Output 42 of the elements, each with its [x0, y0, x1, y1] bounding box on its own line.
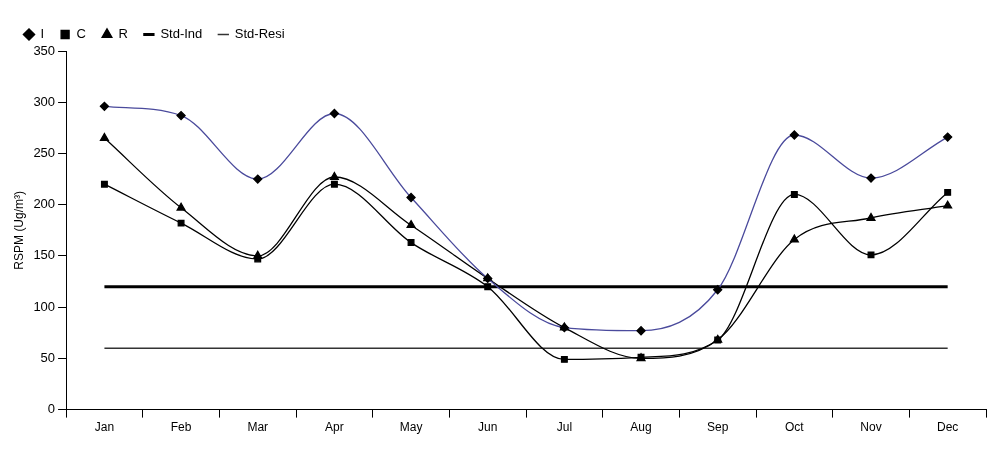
x-tick-label: Jun	[478, 420, 498, 435]
legend-label: Std-Ind	[160, 26, 203, 42]
x-tick-label: Apr	[325, 420, 344, 435]
x-tick-label: Nov	[860, 420, 882, 435]
point	[637, 353, 645, 361]
y-tick-label: 200	[33, 196, 56, 212]
point	[943, 200, 953, 209]
point	[100, 180, 108, 188]
legend-label: C	[76, 26, 86, 42]
point	[944, 188, 952, 196]
point	[176, 202, 186, 211]
point	[866, 212, 876, 221]
point	[99, 132, 109, 141]
y-tick-label: 150	[33, 247, 56, 263]
x-tick-label: Aug	[630, 420, 652, 435]
y-tick-label: 100	[33, 298, 56, 314]
x-tick-label: Jul	[556, 420, 573, 435]
y-tick-label: 50	[40, 349, 56, 365]
y-axis-title: RSPM (Ug/m³)	[11, 190, 26, 270]
x-tick-label: May	[399, 420, 423, 435]
y-tick-label: 250	[33, 145, 56, 161]
legend-label: R	[118, 26, 128, 42]
point	[560, 355, 568, 363]
point	[790, 190, 798, 198]
point	[177, 219, 185, 227]
x-tick-label: Sep	[707, 420, 729, 435]
y-tick-label: 300	[33, 93, 56, 109]
x-tick-label: Jan	[94, 420, 115, 435]
x-tick-label: Dec	[937, 420, 959, 435]
x-tick-label: Mar	[247, 420, 269, 435]
point	[330, 180, 338, 188]
x-tick-label: Feb	[170, 420, 192, 435]
point	[484, 283, 492, 291]
legend-label: I	[40, 26, 45, 42]
y-tick-label: 0	[47, 401, 56, 417]
point	[406, 220, 416, 229]
point	[329, 171, 339, 180]
y-tick-label: 350	[33, 42, 56, 58]
legend-label: Std-Resi	[234, 26, 285, 42]
point	[789, 234, 799, 243]
x-tick-label: Oct	[785, 420, 805, 435]
point	[407, 239, 415, 247]
